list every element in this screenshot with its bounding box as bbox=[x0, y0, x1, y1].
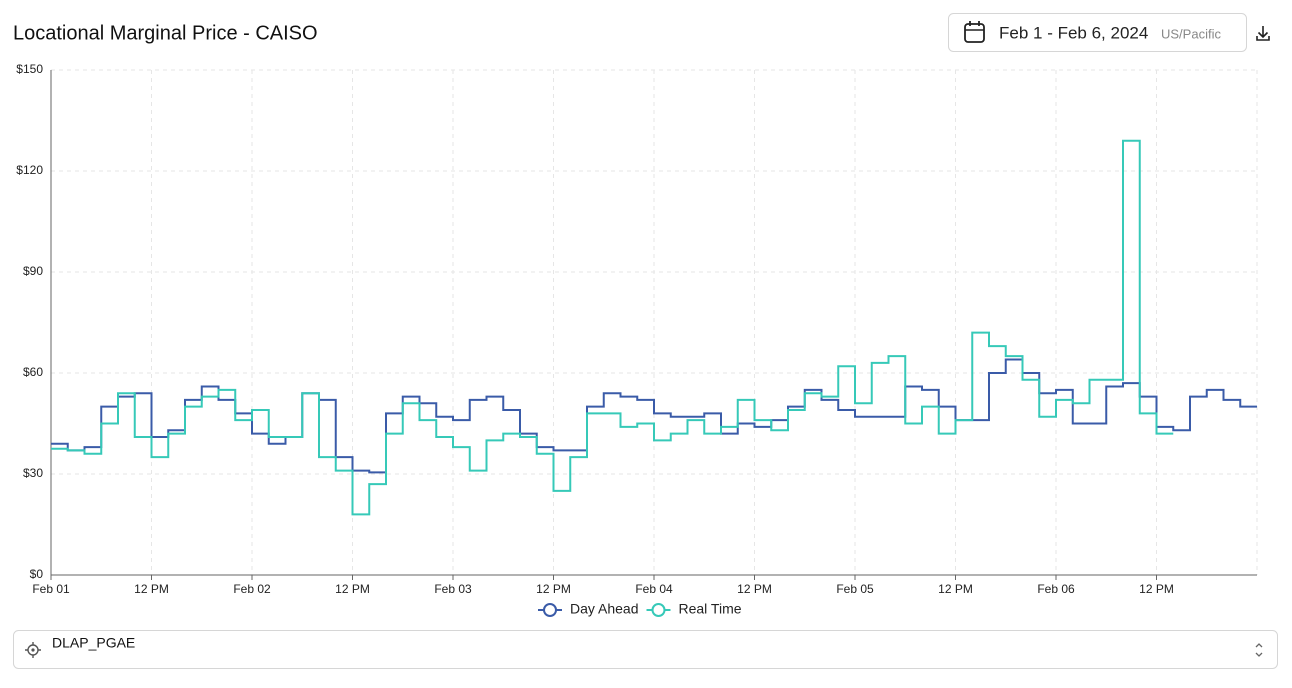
location-select[interactable]: DLAP_PGAE bbox=[13, 630, 1278, 669]
legend-label: Day Ahead bbox=[570, 601, 639, 617]
location-value: DLAP_PGAE bbox=[52, 635, 135, 651]
y-tick-label: $150 bbox=[16, 62, 43, 76]
x-tick-label: 12 PM bbox=[938, 582, 973, 596]
x-tick-label: Feb 03 bbox=[434, 582, 472, 596]
y-tick-label: $60 bbox=[23, 365, 43, 379]
date-range: Feb 1 - Feb 6, 2024 bbox=[999, 23, 1148, 42]
x-tick-label: 12 PM bbox=[335, 582, 370, 596]
legend-swatch bbox=[651, 603, 666, 617]
select-box[interactable] bbox=[13, 630, 1278, 669]
y-tick-label: $0 bbox=[30, 567, 44, 581]
x-tick-label: 12 PM bbox=[536, 582, 571, 596]
x-tick-label: Feb 04 bbox=[635, 582, 673, 596]
download-button[interactable] bbox=[1256, 26, 1270, 41]
x-tick-label: 12 PM bbox=[737, 582, 772, 596]
date-picker[interactable]: Feb 1 - Feb 6, 2024 US/Pacific bbox=[948, 13, 1247, 52]
x-tick-label: Feb 06 bbox=[1037, 582, 1075, 596]
location-icon bbox=[25, 642, 41, 658]
calendar-icon bbox=[964, 23, 985, 43]
series-line bbox=[51, 358, 1257, 474]
x-tick-label: Feb 01 bbox=[32, 582, 70, 596]
y-tick-label: $90 bbox=[23, 264, 43, 278]
x-tick-label: 12 PM bbox=[134, 582, 169, 596]
x-tick-label: Feb 05 bbox=[836, 582, 874, 596]
location-icon bbox=[31, 648, 35, 652]
legend-label: Real Time bbox=[679, 601, 742, 617]
y-tick-label: $30 bbox=[23, 466, 43, 480]
chart-title: Locational Marginal Price - CAISO bbox=[13, 22, 318, 44]
series-line bbox=[51, 139, 1174, 516]
legend-swatch bbox=[543, 603, 557, 617]
download-icon[interactable] bbox=[1256, 26, 1270, 41]
select-chevron bbox=[1255, 643, 1263, 657]
timezone: US/Pacific bbox=[1161, 26, 1221, 41]
date-picker-box[interactable] bbox=[948, 13, 1247, 52]
x-tick-label: Feb 02 bbox=[233, 582, 271, 596]
x-tick-label: 12 PM bbox=[1139, 582, 1174, 596]
y-tick-label: $120 bbox=[16, 163, 43, 177]
plot: $0 $30 $60 $90 $120 $150 Feb 01 12 PM Feb 02 12 P… bbox=[16, 62, 1258, 596]
legend: Day Ahead Real Time bbox=[538, 601, 742, 617]
